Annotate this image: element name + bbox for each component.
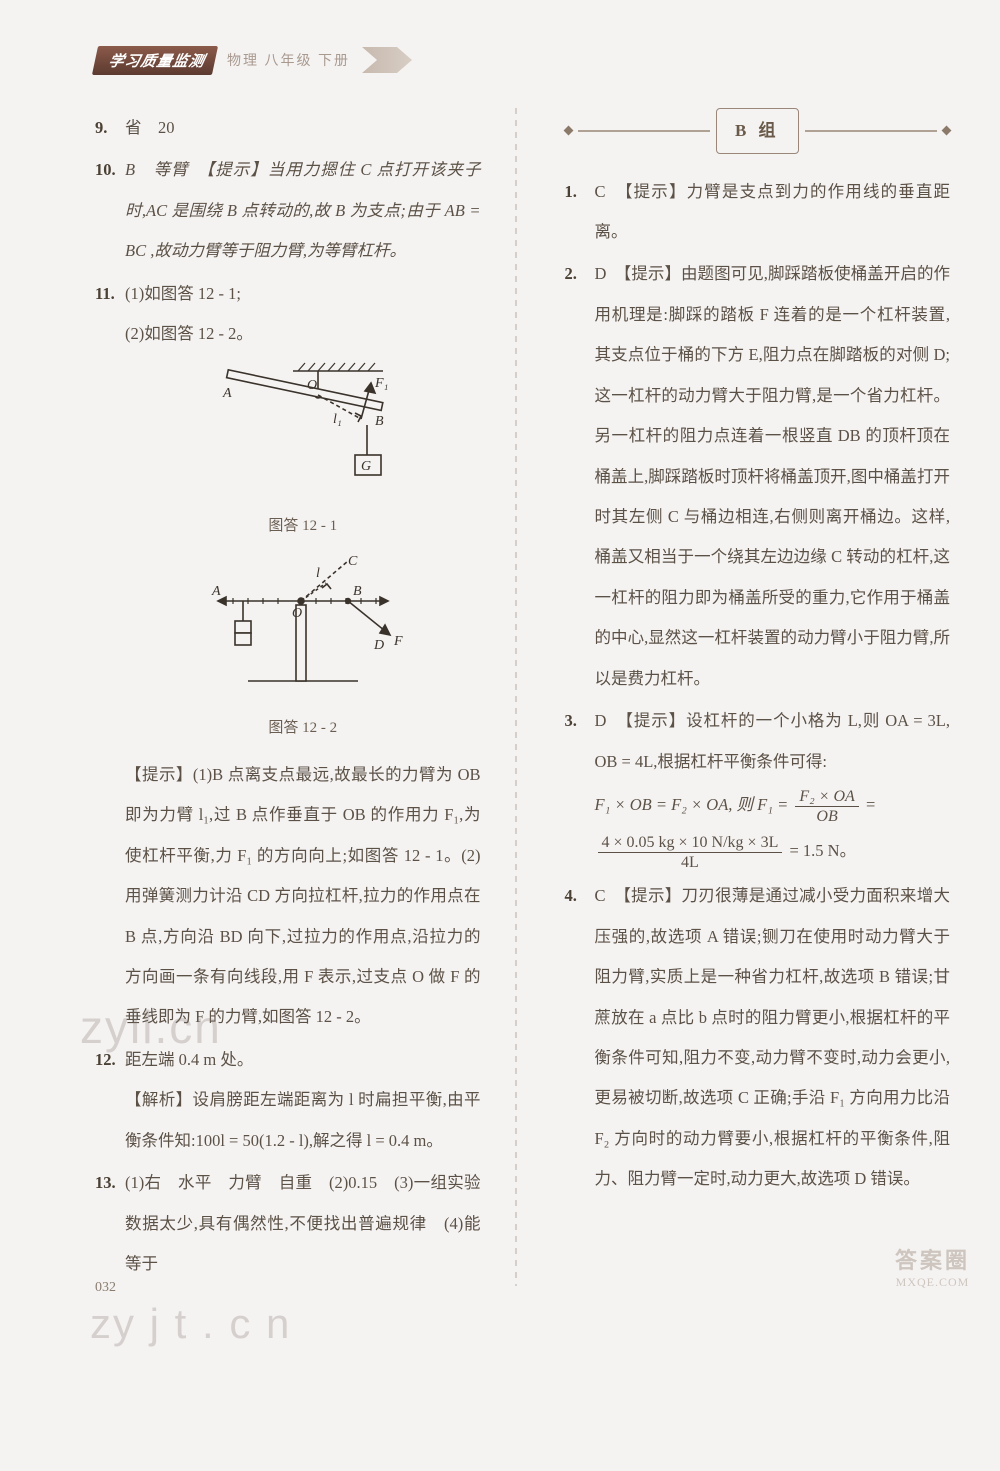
eq-tail: = 1.5 N。 (789, 841, 856, 860)
answer-b3: 3. D 【提示】设杠杆的一个小格为 L,则 OA = 3L, OB = 4L,… (565, 701, 951, 874)
item-number: 4. (565, 876, 595, 1199)
fraction-num: F₂ × OA (795, 787, 858, 807)
arrow-icon (362, 47, 412, 73)
item-body: 距左端 0.4 m 处。 【解析】设肩膀距左端距离为 l 时扁担平衡,由平衡条件… (125, 1040, 481, 1161)
subline-2: (2)如图答 12 - 2。 (125, 314, 481, 354)
fraction: F₂ × OA OB (795, 787, 858, 826)
page-number: 032 (95, 1280, 116, 1296)
column-divider (515, 108, 517, 1286)
two-column-layout: 9. 省 20 10. B 等臂 【提示】当用力摁住 C 点打开该夹子时,AC … (95, 108, 950, 1286)
figure-12-2: A B C D O F l (125, 553, 481, 708)
diamond-icon (942, 126, 952, 136)
equation-1: F₁ × OB = F₂ × OA, 则 F₁ = F₂ × OA OB = (595, 782, 951, 828)
page: 学习质量监测 物理 八年级 下册 9. 省 20 10. B 等臂 【提示】当用… (0, 0, 1000, 1316)
answer-b1: 1. C 【提示】力臂是支点到力的作用线的垂直距离。 (565, 172, 951, 253)
label-O: O (292, 606, 302, 621)
fraction-num: 4 × 0.05 kg × 10 N/kg × 3L (598, 833, 783, 853)
item-body: 省 20 (125, 108, 481, 148)
item-number: 13. (95, 1163, 125, 1284)
fraction-den: OB (795, 807, 858, 826)
figure-12-1: A O B F₁ l₁ G (125, 361, 481, 506)
answer-text: B 等臂 【提示】当用力摁住 C 点打开该夹子时,AC 是围绕 B 点转动的,故… (125, 160, 481, 260)
label-F: F (393, 634, 403, 649)
page-header: 学习质量监测 物理 八年级 下册 (95, 40, 950, 80)
answer-10: 10. B 等臂 【提示】当用力摁住 C 点打开该夹子时,AC 是围绕 B 点转… (95, 150, 481, 271)
header-tag: 学习质量监测 (92, 46, 218, 75)
answer-b4: 4. C 【提示】刀刃很薄是通过减小受力面积来增大压强的,故选项 A 错误;铡刀… (565, 876, 951, 1199)
lead-text: D 【提示】设杠杆的一个小格为 L,则 OA = 3L, OB = 4L,根据杠… (595, 701, 951, 782)
header-subtitle: 物理 八年级 下册 (227, 50, 350, 70)
answer-b2: 2. D 【提示】由题图可见,脚踩踏板使桶盖开启的作用机理是:脚踩的踏板 F 连… (565, 254, 951, 699)
item-body: (1)右 水平 力臂 自重 (2)0.15 (3)一组实验数据太少,具有偶然性,… (125, 1163, 481, 1284)
section-label: B 组 (716, 108, 799, 154)
label-l: l (316, 566, 320, 581)
answer-12: 12. 距左端 0.4 m 处。 【解析】设肩膀距左端距离为 l 时扁担平衡,由… (95, 1040, 481, 1161)
rule-line (805, 130, 937, 132)
watermark-text: zу ј t . с n (90, 1300, 291, 1348)
item-body: (1)如图答 12 - 1; (2)如图答 12 - 2。 (125, 274, 481, 1038)
equation-2: 4 × 0.05 kg × 10 N/kg × 3L 4L = 1.5 N。 (595, 828, 951, 874)
item-body: C 【提示】力臂是支点到力的作用线的垂直距离。 (595, 172, 951, 253)
section-b-header: B 组 (565, 108, 951, 154)
answer-text: 距左端 0.4 m 处。 (125, 1040, 481, 1080)
label-B: B (353, 584, 362, 599)
answer-11: 11. (1)如图答 12 - 1; (2)如图答 12 - 2。 (95, 274, 481, 1038)
label-A: A (222, 386, 232, 401)
item-number: 12. (95, 1040, 125, 1161)
rule-line (578, 130, 710, 132)
diagram-svg: A B C D O F l (188, 553, 418, 693)
item-body: D 【提示】设杠杆的一个小格为 L,则 OA = 3L, OB = 4L,根据杠… (595, 701, 951, 874)
diagram-svg: A O B F₁ l₁ G (193, 361, 413, 491)
label-l1: l₁ (333, 412, 342, 427)
item-number: 3. (565, 701, 595, 874)
label-C: C (348, 554, 358, 569)
subline-1: (1)如图答 12 - 1; (125, 274, 481, 314)
item-body: B 等臂 【提示】当用力摁住 C 点打开该夹子时,AC 是围绕 B 点转动的,故… (125, 150, 481, 271)
eq-left: F₁ × OB = F₂ × OA, 则 F₁ = (595, 795, 793, 814)
label-A: A (211, 584, 221, 599)
answer-9: 9. 省 20 (95, 108, 481, 148)
figure-caption-2: 图答 12 - 2 (125, 710, 481, 747)
label-D: D (373, 638, 384, 653)
answer-13: 13. (1)右 水平 力臂 自重 (2)0.15 (3)一组实验数据太少,具有… (95, 1163, 481, 1284)
hint-text: 【提示】(1)B 点离支点最远,故最长的力臂为 OB 即为力臂 l₁,过 B 点… (125, 755, 481, 1038)
figure-caption-1: 图答 12 - 1 (125, 508, 481, 545)
right-column: B 组 1. C 【提示】力臂是支点到力的作用线的垂直距离。 2. D 【提示】… (547, 108, 951, 1286)
left-column: 9. 省 20 10. B 等臂 【提示】当用力摁住 C 点打开该夹子时,AC … (95, 108, 485, 1286)
label-F1: F₁ (374, 376, 388, 391)
item-number: 9. (95, 108, 125, 148)
item-number: 11. (95, 274, 125, 1038)
label-O: O (307, 378, 317, 393)
diamond-icon (563, 126, 573, 136)
fraction: 4 × 0.05 kg × 10 N/kg × 3L 4L (598, 833, 783, 872)
item-number: 1. (565, 172, 595, 253)
label-B: B (375, 414, 384, 429)
analysis-text: 【解析】设肩膀距左端距离为 l 时扁担平衡,由平衡条件知:100l = 50(1… (125, 1080, 481, 1161)
item-body: C 【提示】刀刃很薄是通过减小受力面积来增大压强的,故选项 A 错误;铡刀在使用… (595, 876, 951, 1199)
item-number: 10. (95, 150, 125, 271)
item-body: D 【提示】由题图可见,脚踩踏板使桶盖开启的作用机理是:脚踩的踏板 F 连着的是… (595, 254, 951, 699)
label-G: G (361, 459, 371, 474)
fraction-den: 4L (598, 853, 783, 872)
item-number: 2. (565, 254, 595, 699)
